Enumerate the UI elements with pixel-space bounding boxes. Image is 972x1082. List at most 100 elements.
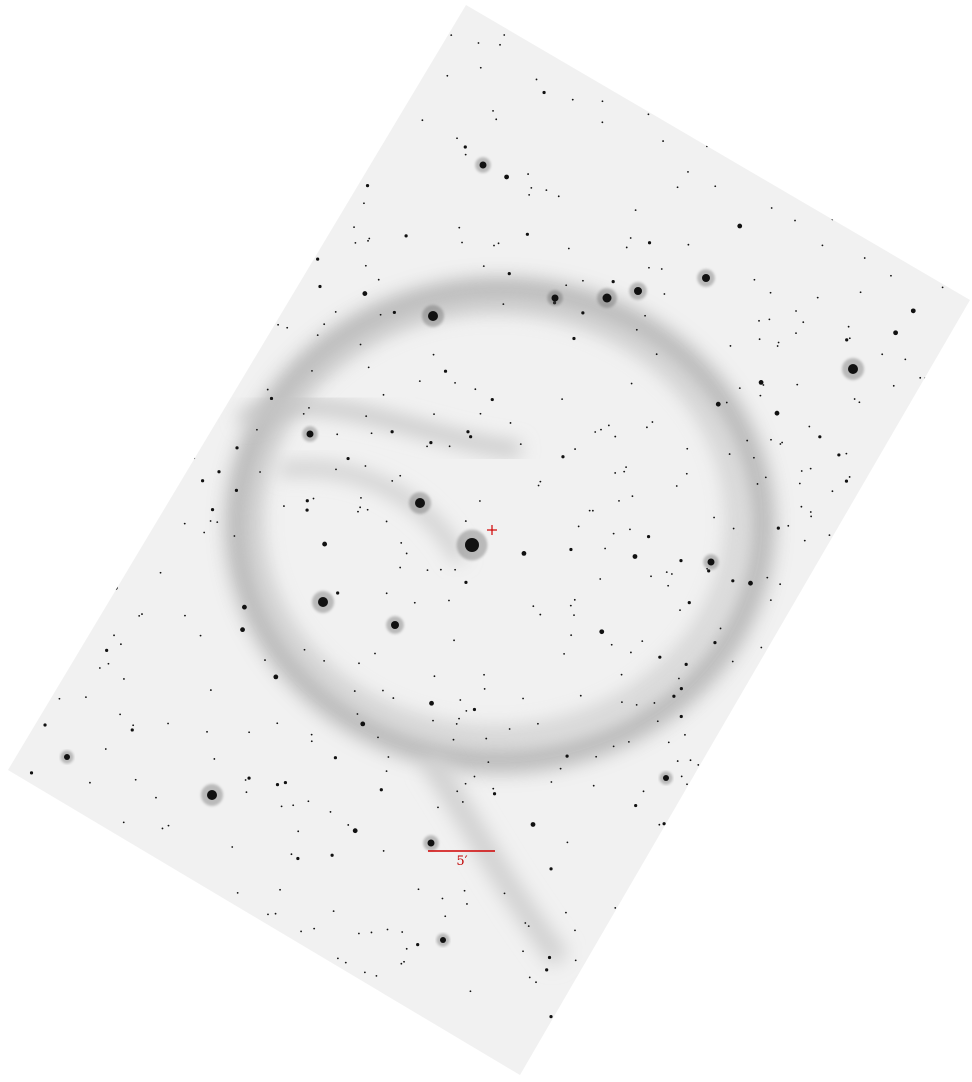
star (103, 369, 105, 371)
star (943, 1038, 945, 1040)
star (510, 422, 512, 424)
star (454, 569, 456, 571)
star (614, 907, 616, 909)
star (795, 310, 797, 312)
star (781, 442, 783, 444)
star (555, 1019, 557, 1021)
star (234, 535, 236, 537)
star (685, 663, 688, 666)
star (787, 757, 789, 759)
star (33, 788, 36, 791)
star (796, 384, 798, 386)
star (911, 608, 913, 610)
star (227, 212, 229, 214)
star (120, 643, 122, 645)
star (853, 998, 856, 1001)
star (43, 723, 46, 726)
star (677, 760, 679, 762)
star (771, 68, 773, 70)
star (955, 535, 957, 537)
star (548, 956, 551, 959)
star (466, 903, 468, 905)
star (676, 485, 678, 487)
star (454, 382, 456, 384)
star (530, 187, 532, 189)
star (845, 338, 848, 341)
star (311, 740, 313, 742)
star (781, 741, 783, 743)
star (419, 380, 421, 382)
star (630, 652, 632, 654)
star (18, 639, 21, 642)
star (766, 577, 768, 579)
star (202, 416, 204, 418)
star (88, 196, 90, 198)
star (170, 274, 172, 276)
star (311, 734, 313, 736)
star (433, 354, 435, 356)
star (81, 439, 83, 441)
star (743, 12, 746, 15)
star (105, 748, 107, 750)
star (779, 583, 781, 585)
star (168, 825, 170, 827)
star (48, 650, 50, 652)
star (357, 511, 359, 513)
star (905, 15, 907, 17)
star (561, 398, 563, 400)
star (433, 413, 435, 415)
star (210, 520, 212, 522)
star (138, 897, 140, 899)
star (357, 713, 359, 715)
star (631, 383, 633, 385)
star (806, 890, 808, 892)
star (758, 832, 760, 834)
star (118, 473, 120, 475)
star (763, 58, 765, 60)
star (322, 542, 327, 547)
star (779, 632, 784, 637)
star (6, 790, 9, 793)
star (30, 1037, 32, 1039)
star (333, 910, 335, 912)
star (253, 17, 255, 19)
star (504, 892, 506, 894)
star (890, 275, 892, 277)
star (464, 581, 467, 584)
star (353, 828, 358, 833)
star (386, 592, 388, 594)
star (83, 1010, 85, 1012)
star (702, 44, 704, 46)
star (434, 675, 436, 677)
star (305, 508, 308, 511)
star (935, 526, 937, 528)
star (788, 1015, 790, 1017)
star (927, 217, 929, 219)
star (98, 302, 100, 304)
star (487, 761, 489, 763)
star (528, 194, 530, 196)
star (428, 311, 438, 321)
star (288, 967, 290, 969)
star (105, 649, 108, 652)
star (628, 920, 630, 922)
star (471, 1, 473, 3)
star (319, 97, 322, 100)
star (929, 982, 931, 984)
star (52, 331, 55, 334)
star (734, 833, 737, 836)
star (916, 971, 918, 973)
star (777, 526, 780, 529)
star (12, 146, 14, 148)
star (802, 321, 804, 323)
star (733, 528, 735, 530)
star (948, 537, 953, 542)
star (240, 627, 245, 632)
star (167, 723, 169, 725)
star (480, 162, 487, 169)
star (759, 395, 761, 397)
star (432, 720, 434, 722)
star (8, 333, 10, 335)
star (868, 971, 870, 973)
star (680, 715, 683, 718)
